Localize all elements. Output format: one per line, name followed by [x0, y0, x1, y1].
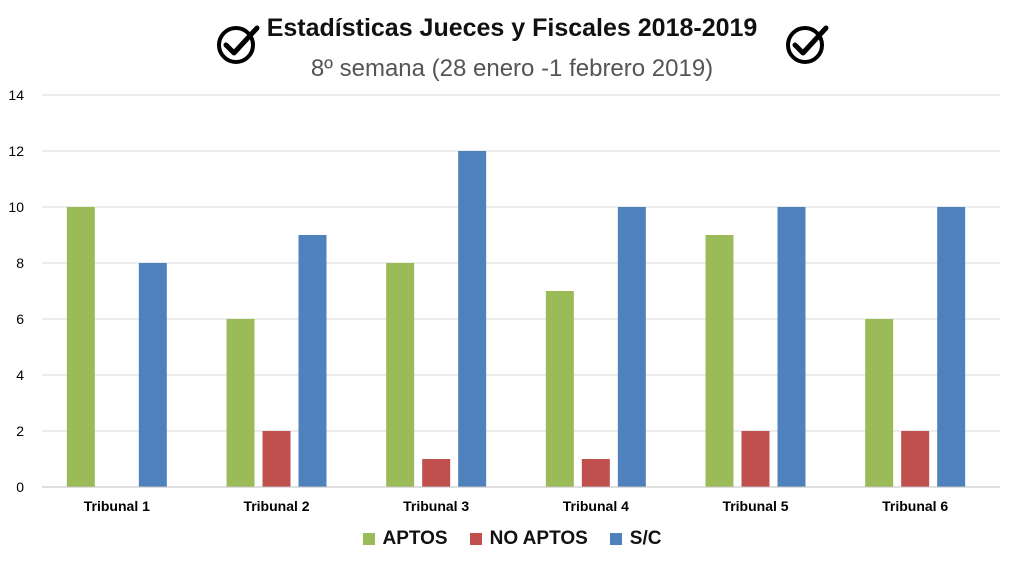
- bar-aptos: [66, 207, 95, 487]
- y-tick-label: 0: [16, 479, 24, 495]
- x-tick-label: Tribunal 6: [882, 498, 948, 514]
- legend-item: APTOS: [362, 528, 448, 550]
- bar-s-c: [298, 235, 327, 487]
- legend-swatch: [362, 533, 375, 545]
- bar-aptos: [226, 319, 255, 487]
- bar-aptos: [865, 319, 894, 487]
- y-tick-label: 6: [16, 311, 24, 327]
- bar-no-aptos: [262, 431, 291, 487]
- x-tick-label: Tribunal 4: [563, 498, 629, 514]
- y-tick-label: 14: [8, 87, 24, 103]
- legend-label: S/C: [629, 528, 662, 549]
- bar-no-aptos: [581, 459, 610, 487]
- bar-no-aptos: [901, 431, 930, 487]
- legend-item: NO APTOS: [469, 528, 588, 550]
- legend: APTOS NO APTOS S/C: [0, 528, 1024, 550]
- x-tick-label: Tribunal 3: [403, 498, 469, 514]
- bar-aptos: [705, 235, 734, 487]
- bar-s-c: [458, 151, 487, 487]
- y-tick-label: 10: [8, 199, 24, 215]
- chart-title: Estadísticas Jueces y Fiscales 2018-2019: [266, 14, 758, 42]
- bar-no-aptos: [741, 431, 770, 487]
- legend-label: NO APTOS: [489, 528, 588, 549]
- bar-no-aptos: [422, 459, 451, 487]
- check-circle-icon: [217, 25, 260, 64]
- legend-label: APTOS: [382, 528, 448, 549]
- bar-aptos: [386, 263, 415, 487]
- chart-subtitle: 8º semana (28 enero -1 febrero 2019): [310, 55, 714, 82]
- bar-s-c: [138, 263, 167, 487]
- bar-aptos: [545, 291, 574, 487]
- y-tick-label: 4: [16, 367, 24, 383]
- x-tick-label: Tribunal 2: [243, 498, 309, 514]
- bar-s-c: [777, 207, 806, 487]
- legend-item: S/C: [609, 528, 662, 550]
- legend-swatch: [609, 533, 622, 545]
- x-tick-label: Tribunal 1: [84, 498, 150, 514]
- y-tick-label: 12: [8, 143, 24, 159]
- bar-s-c: [617, 207, 646, 487]
- legend-swatch: [469, 533, 482, 545]
- bar-s-c: [937, 207, 966, 487]
- y-tick-label: 2: [16, 423, 24, 439]
- x-tick-label: Tribunal 5: [722, 498, 788, 514]
- y-tick-label: 8: [16, 255, 24, 271]
- check-circle-icon: [786, 25, 829, 64]
